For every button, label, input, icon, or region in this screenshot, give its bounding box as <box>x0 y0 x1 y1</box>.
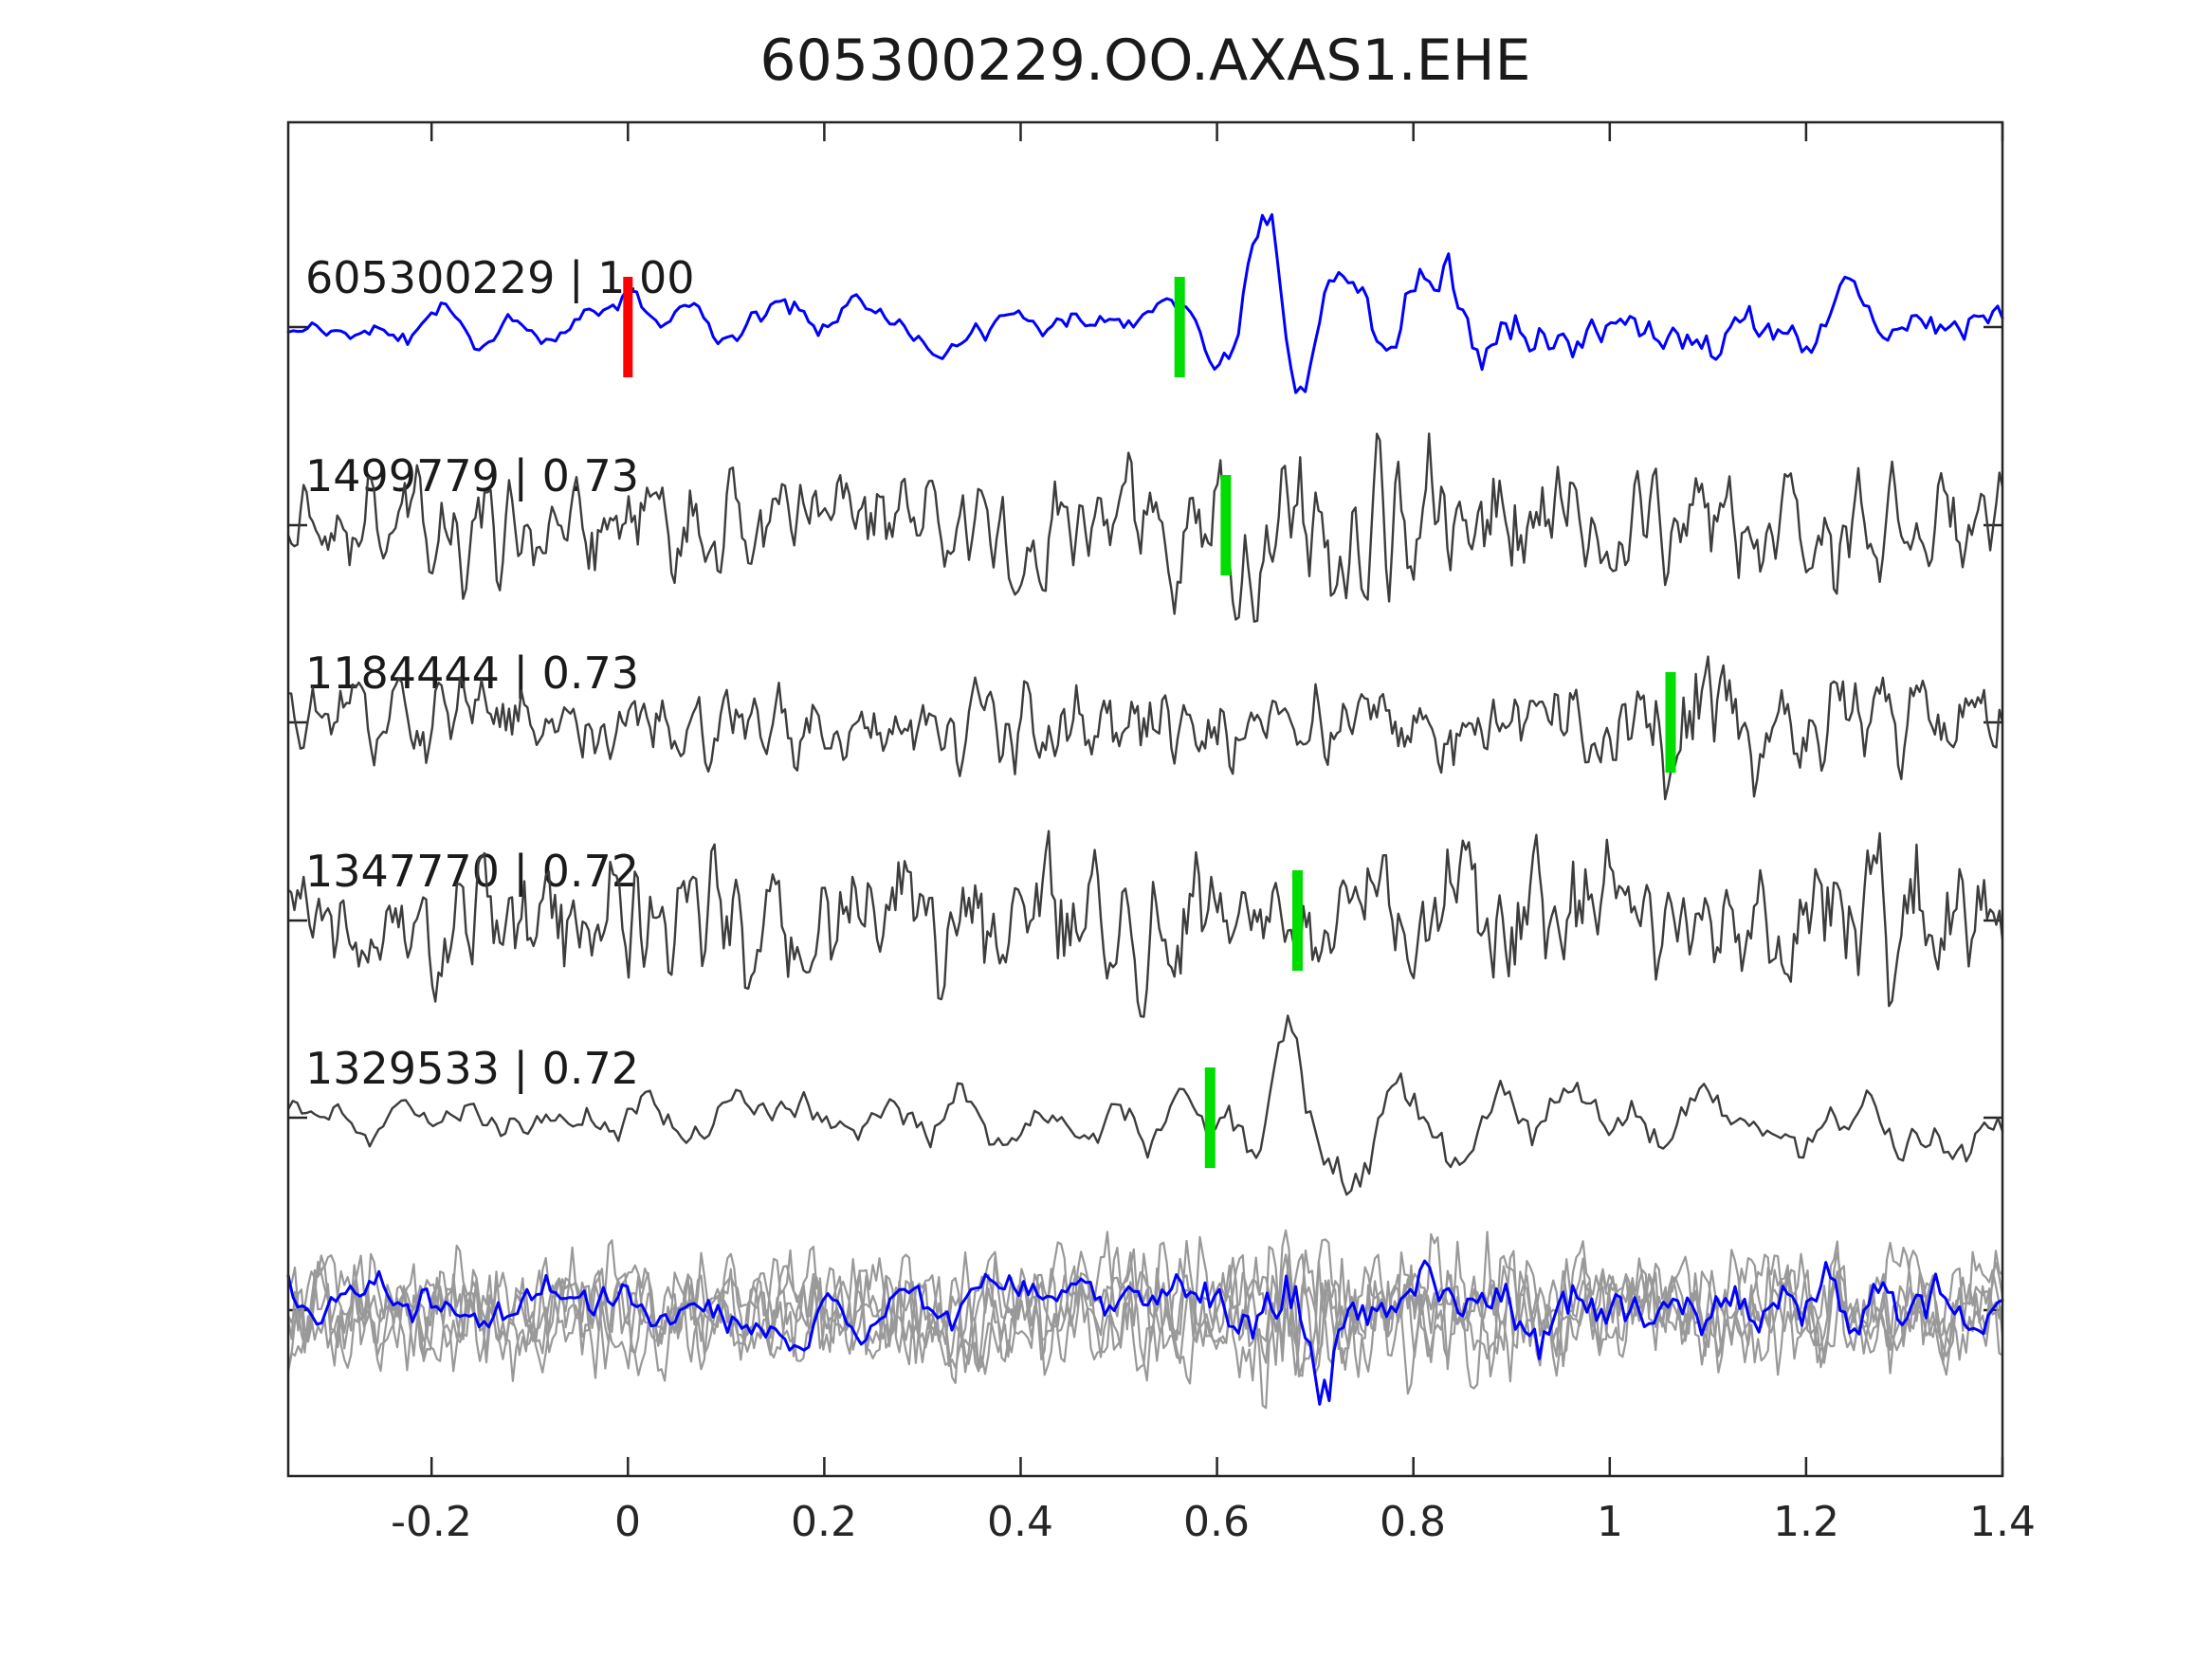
figure-title: 605300229.OO.AXAS1.EHE <box>759 27 1530 94</box>
plot-content <box>286 122 2004 1476</box>
trace-waveform-605300229 <box>286 212 2004 394</box>
trace-label-detection-1: 1499779 | 0.73 <box>305 450 639 502</box>
pick-marker-1329533 <box>1204 1067 1216 1168</box>
x-tick-label: 1.4 <box>1969 1498 2036 1546</box>
pick-marker-1347770 <box>1292 870 1303 971</box>
overlay-detection-trace-5 <box>286 1231 2004 1390</box>
overlay-detection-trace-3 <box>286 1240 2004 1384</box>
trace-labels: 605300229 | 1.00 1499779 | 0.73 1184444 … <box>305 252 695 1095</box>
overlay-detection-trace-4 <box>286 1229 2004 1410</box>
trace-label-detection-2: 1184444 | 0.73 <box>305 647 639 700</box>
pick-marker-1499779 <box>1220 475 1232 575</box>
x-tick-label: 0.6 <box>1183 1498 1250 1546</box>
trace-waveform-1329533 <box>286 1014 2004 1196</box>
x-tick-label: 0.8 <box>1380 1498 1446 1546</box>
trace-waveform-1184444 <box>286 655 2004 801</box>
trace-label-detection-4: 1329533 | 0.72 <box>305 1043 639 1095</box>
trace-label-detection-3: 1347770 | 0.72 <box>305 846 639 898</box>
x-tick-label: 1.2 <box>1773 1498 1839 1546</box>
trace-waveform-1347770 <box>286 830 2004 1018</box>
x-tick-label: 0.4 <box>987 1498 1053 1546</box>
waveforms <box>286 212 2004 1410</box>
pick-marker-1184444 <box>1665 672 1676 773</box>
trigger-marker-605300229 <box>623 277 633 377</box>
pick-marker-605300229 <box>1174 277 1185 377</box>
overlay-template-trace <box>286 1259 2004 1406</box>
x-tick-labels: -0.2 0 0.2 0.4 0.6 0.8 1 1.2 1.4 <box>391 1498 2036 1546</box>
x-tick-label: 0.2 <box>791 1498 857 1546</box>
x-tick-label: 1 <box>1597 1498 1623 1546</box>
plot-frame <box>286 120 2004 1478</box>
x-tick-label: 0 <box>614 1498 641 1546</box>
trace-waveform-1499779 <box>286 432 2004 623</box>
x-tick-label: -0.2 <box>391 1498 472 1546</box>
trace-label-template: 605300229 | 1.00 <box>305 252 695 304</box>
